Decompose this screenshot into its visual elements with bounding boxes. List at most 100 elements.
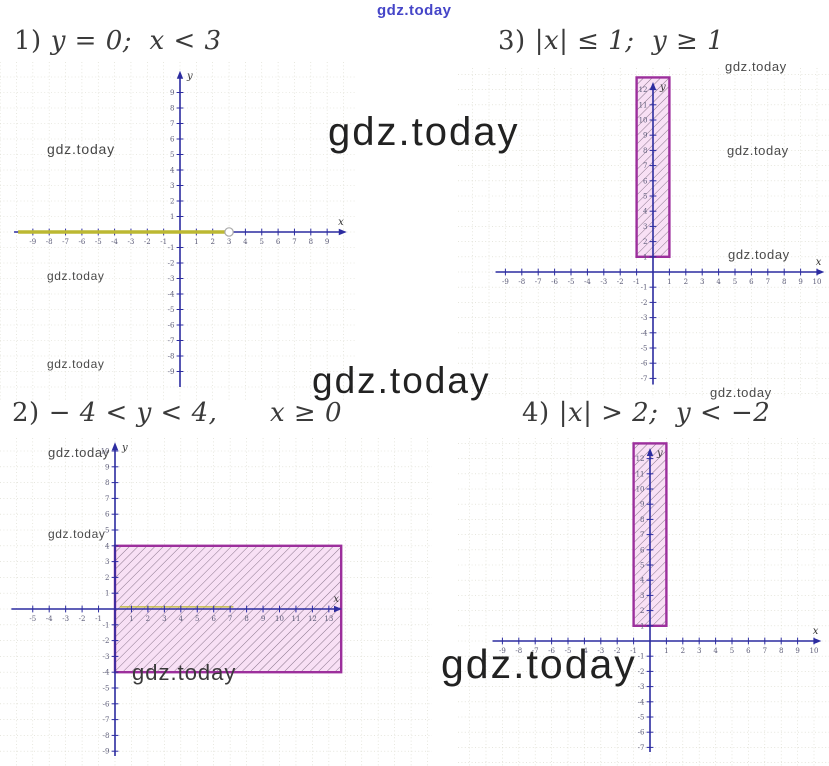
y-axis-label: y [656,448,663,459]
svg-text:-7: -7 [62,238,69,246]
svg-text:6: 6 [276,238,281,246]
svg-text:-5: -5 [95,238,102,246]
svg-text:7: 7 [640,531,644,539]
svg-text:-2: -2 [617,278,624,286]
svg-text:-9: -9 [103,748,110,756]
svg-text:9: 9 [640,501,644,509]
svg-text:2: 2 [643,238,647,246]
plot-1-canvas: -9 -8 -7 -6 -5 -4 -3 -2 -1 1 2 3 4 5 6 7 8 9 -9 -8 -7 -6 -5 -4 -… [0,62,356,400]
svg-text:-8: -8 [103,732,110,740]
svg-text:1: 1 [667,278,671,286]
svg-text:-3: -3 [600,278,607,286]
svg-text:-5: -5 [568,278,575,286]
svg-text:1: 1 [194,238,198,246]
svg-text:6: 6 [643,177,648,185]
problem-3-title: 3) |x| ≤ 1; y ≥ 1 [498,26,724,56]
watermark: gdz.today [377,2,452,19]
svg-text:11: 11 [639,101,648,109]
problem-2-title: 2) − 4 < y < 4, x ≥ 0 [12,398,342,428]
svg-text:-9: -9 [168,368,175,376]
grid [0,62,356,400]
svg-text:3: 3 [162,615,166,623]
ticks [501,458,815,748]
svg-text:10: 10 [810,647,819,655]
svg-text:-1: -1 [168,244,175,252]
plot-4: -9 -8 -7 -6 -5 -4 -3 -2 -1 1 2 3 4 5 6 7 8 9 10 -7 -6 -5 -4 -3-… [458,438,829,766]
problem-1-expression: y = 0; x < 3 [50,26,222,56]
svg-text:-3: -3 [638,683,645,691]
svg-text:-6: -6 [168,322,175,330]
svg-text:-3: -3 [597,647,604,655]
svg-text:8: 8 [309,238,313,246]
tick-labels: -9 -8 -7 -6 -5 -4 -3 -2 -1 1 2 3 4 5 6 7 8 9 10-7-6-5-4-3-… [499,455,818,752]
svg-text:2: 2 [640,607,644,615]
svg-text:8: 8 [105,479,109,487]
svg-text:-9: -9 [502,278,509,286]
tick-labels: -9 -8 -7 -6 -5 -4 -3 -2 -1 1 2 3 4 5 6 7 8 9 -9 -8 -7 -6 -5 -4 -… [29,89,329,376]
plot-2: -5 -4 -3 -2 -1 1 2 3 4 5 6 7 8 9 10 11 12 13 -9 -8 -7 -6 -5 -4-… [0,438,432,766]
svg-text:-3: -3 [128,238,135,246]
svg-text:-6: -6 [551,278,558,286]
svg-text:-1: -1 [630,647,637,655]
svg-text:7: 7 [105,495,109,503]
svg-text:8: 8 [244,615,248,623]
svg-text:2: 2 [681,647,685,655]
svg-text:3: 3 [700,278,704,286]
svg-text:1: 1 [170,213,174,221]
svg-text:7: 7 [292,238,296,246]
svg-text:7: 7 [170,120,174,128]
problem-1-number: 1) [14,26,42,56]
svg-text:-7: -7 [168,337,175,345]
svg-text:12: 12 [308,615,317,623]
svg-text:-4: -4 [641,329,648,337]
svg-text:-5: -5 [565,647,572,655]
svg-text:11: 11 [636,470,645,478]
problem-3-number: 3) [498,26,526,56]
svg-text:2: 2 [146,615,150,623]
svg-text:10: 10 [636,486,645,494]
ticks [32,450,330,752]
svg-text:8: 8 [782,278,786,286]
svg-text:5: 5 [170,151,174,159]
svg-text:9: 9 [795,647,799,655]
svg-text:-4: -4 [581,647,588,655]
svg-text:-1: -1 [638,653,645,661]
svg-text:5: 5 [195,615,199,623]
svg-text:4: 4 [643,208,648,216]
svg-text:10: 10 [639,117,648,125]
svg-text:-4: -4 [111,238,118,246]
svg-text:-2: -2 [168,260,175,268]
svg-text:-3: -3 [62,615,69,623]
svg-text:9: 9 [261,615,265,623]
svg-text:-7: -7 [532,647,539,655]
x-axis-label: x [333,594,339,605]
svg-text:6: 6 [211,615,216,623]
svg-text:7: 7 [643,162,647,170]
svg-text:-3: -3 [103,653,110,661]
svg-text:9: 9 [105,463,109,471]
problem-4-title: 4) |x| > 2; y < −2 [522,398,770,428]
svg-text:-2: -2 [638,668,645,676]
svg-text:-4: -4 [638,698,645,706]
svg-text:4: 4 [716,278,721,286]
svg-text:4: 4 [170,167,175,175]
svg-text:-8: -8 [46,238,53,246]
svg-text:5: 5 [643,193,647,201]
svg-text:3: 3 [105,558,109,566]
svg-text:4: 4 [640,577,645,585]
svg-text:12: 12 [639,86,648,94]
svg-text:13: 13 [324,615,333,623]
svg-text:-6: -6 [103,700,110,708]
svg-text:1: 1 [664,647,668,655]
svg-text:6: 6 [749,278,754,286]
svg-text:1: 1 [640,622,644,630]
axis-letter-labels: xy [186,71,344,228]
svg-text:-2: -2 [641,299,648,307]
svg-text:3: 3 [640,592,644,600]
plot-1: -9 -8 -7 -6 -5 -4 -3 -2 -1 1 2 3 4 5 6 7 8 9 -9 -8 -7 -6 -5 -4 -… [0,62,356,400]
y-axis-arrow [649,82,657,90]
svg-text:-6: -6 [641,360,648,368]
svg-text:6: 6 [170,136,175,144]
svg-text:12: 12 [636,455,645,463]
svg-text:-8: -8 [168,353,175,361]
